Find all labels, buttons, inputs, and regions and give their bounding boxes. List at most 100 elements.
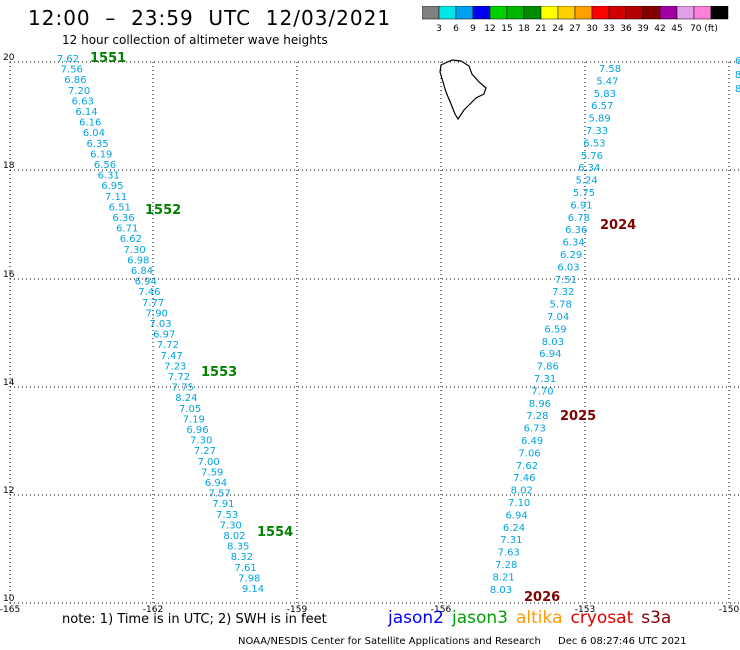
swh-value-edge: 8 [735,84,740,95]
swh-value-west: 7.23 [164,361,186,372]
swh-value-east: 7.51 [555,275,577,286]
legend-altika: altika [516,608,563,628]
swh-value-west: 6.84 [131,266,153,277]
lon-tick-label: -153 [575,605,595,615]
swh-value-east: 6.57 [591,101,613,112]
swh-value-east: 7.62 [516,461,538,472]
swh-value-west: 6.16 [79,118,101,129]
swh-value-edge: 8 [735,70,740,81]
swh-value-east: 6.49 [521,436,543,447]
lon-tick-label: -162 [143,605,163,615]
swh-value-east: 7.31 [534,374,556,385]
swh-value-east: 6.91 [570,200,592,211]
credit-line: NOAA/NESDIS Center for Satellite Applica… [238,636,687,647]
swh-value-east: 7.46 [513,473,535,484]
swh-value-east: 7.28 [495,560,517,571]
swh-value-west: 7.03 [149,319,171,330]
swh-value-east: 7.32 [552,287,574,298]
swh-value-west: 7.72 [168,372,190,383]
swh-value-west: 9.14 [242,584,264,595]
swh-value-west: 8.32 [231,552,253,563]
swh-value-west: 6.14 [75,107,97,118]
swh-value-east: 7.10 [508,498,530,509]
wave-height-color-scale: 3 6 9 12 15 18 21 24 27 30 33 36 39 42 45 70 (ft) [422,6,729,34]
scale-label: 15 [501,24,512,34]
swh-value-east: 6.94 [539,349,561,360]
swh-value-east: 5.78 [550,300,572,311]
swh-value-west: 7.19 [183,414,205,425]
swh-value-east: 8.03 [542,337,564,348]
scale-label: 27 [569,24,580,34]
swh-value-west: 7.98 [238,573,260,584]
swh-value-east: 7.28 [526,411,548,422]
swh-value-east: 7.06 [518,448,540,459]
swh-value-west: 7.47 [160,351,182,362]
scale-label: 33 [603,24,614,34]
swh-value-west: 6.86 [64,75,86,86]
swh-value-west: 7.27 [194,446,216,457]
legend-jason2: jason2 [388,608,444,628]
swh-value-west: 7.46 [138,287,160,298]
credit-timestamp: Dec 6 08:27:46 UTC 2021 [558,636,687,647]
swh-value-east: 6.34 [578,163,600,174]
swh-value-east: 7.86 [537,362,559,373]
scale-label: 70 (ft) [690,24,718,34]
swh-value-west: 6.63 [72,96,94,107]
scale-label: 30 [586,24,598,34]
map-subtitle: 12 hour collection of altimeter wave hei… [62,33,328,47]
lat-tick-label: 20 [3,53,15,63]
swh-value-east: 8.21 [492,572,514,583]
swh-value-east: 8.03 [490,585,512,596]
lat-tick-label: 18 [3,161,15,171]
swh-value-west: 6.56 [94,160,116,171]
lat-tick-label: 12 [3,486,14,496]
swh-value-east: 6.34 [563,238,585,249]
legend-cryosat: cryosat [570,608,634,628]
swh-value-east: 5.89 [588,114,610,125]
swh-value-east: 8.02 [511,486,533,497]
swh-value-west: 7.77 [142,298,164,309]
swh-value-east: 6.53 [583,138,605,149]
swh-value-west: 7.91 [212,499,234,510]
swh-value-east: 6.78 [568,213,590,224]
swh-value-west: 6.98 [127,255,149,266]
swh-value-west: 7.53 [216,510,238,521]
scale-label: 36 [620,24,632,34]
swh-value-east: 6.73 [524,424,546,435]
swh-value-east: 5.83 [594,89,616,100]
swh-value-west: 7.30 [123,245,145,256]
swh-value-east: 7.33 [586,126,608,137]
lon-tick-label: -165 [0,605,20,615]
lon-tick-label: -156 [431,605,452,615]
lat-tick-label: 10 [3,594,15,604]
swh-value-west: 6.95 [101,181,123,192]
orbit-number-label: 1553 [201,365,237,380]
legend-s3a: s3a [641,608,672,628]
scale-label: 21 [535,24,546,34]
swh-value-west: 6.94 [205,478,227,489]
swh-value-west: 7.90 [146,308,168,319]
legend-jason3: jason3 [452,608,508,628]
scale-label: 42 [654,24,665,34]
swh-value-east: 7.04 [547,312,569,323]
swh-value-east: 6.94 [505,510,527,521]
swh-value-west: 8.02 [223,531,245,542]
swh-value-east: 8.96 [529,399,551,410]
footer-note: note: 1) Time is in UTC; 2) SWH is in fe… [62,612,327,627]
swh-value-east: 7.70 [531,386,553,397]
swh-value-west: 6.96 [186,425,208,436]
swh-value-west: 6.31 [98,171,120,182]
scale-label: 9 [470,24,476,34]
swh-value-west: 7.20 [68,86,90,97]
satellite-legend: jason2 jason3 altika cryosat s3a [388,608,679,628]
swh-value-east: 7.31 [500,535,522,546]
swh-value-west: 6.04 [83,128,105,139]
scale-label: 45 [671,24,682,34]
swh-value-west: 6.62 [120,234,142,245]
orbit-number-label: 1552 [145,203,181,218]
orbit-number-label: 2026 [524,590,560,605]
swh-value-west: 7.11 [105,192,127,203]
scale-label: 6 [453,24,459,34]
orbit-number-label: 1554 [257,525,293,540]
